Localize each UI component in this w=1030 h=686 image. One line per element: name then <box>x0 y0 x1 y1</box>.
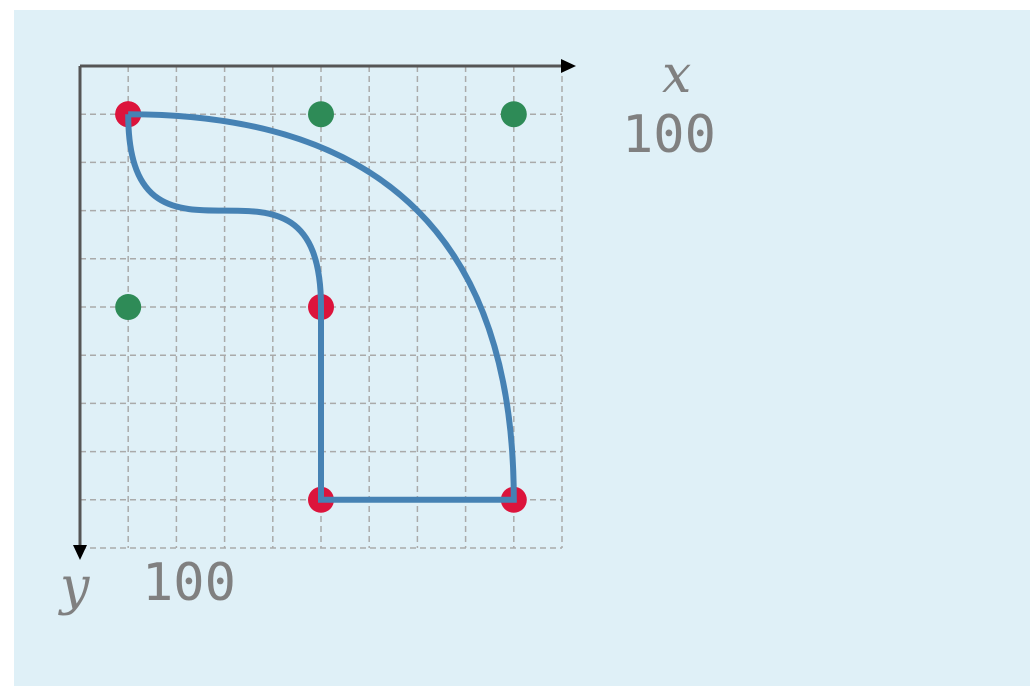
x-max-label: 100 <box>622 105 716 165</box>
y-arrow <box>73 545 87 560</box>
x-arrow <box>561 59 576 73</box>
control-point <box>308 101 334 128</box>
y-label: y <box>58 557 90 617</box>
curve <box>125 111 517 503</box>
y-max-label: 100 <box>142 553 236 613</box>
x-label: x <box>662 45 691 105</box>
path-curve <box>125 111 517 503</box>
control-point <box>115 294 142 320</box>
control-point <box>500 101 527 128</box>
